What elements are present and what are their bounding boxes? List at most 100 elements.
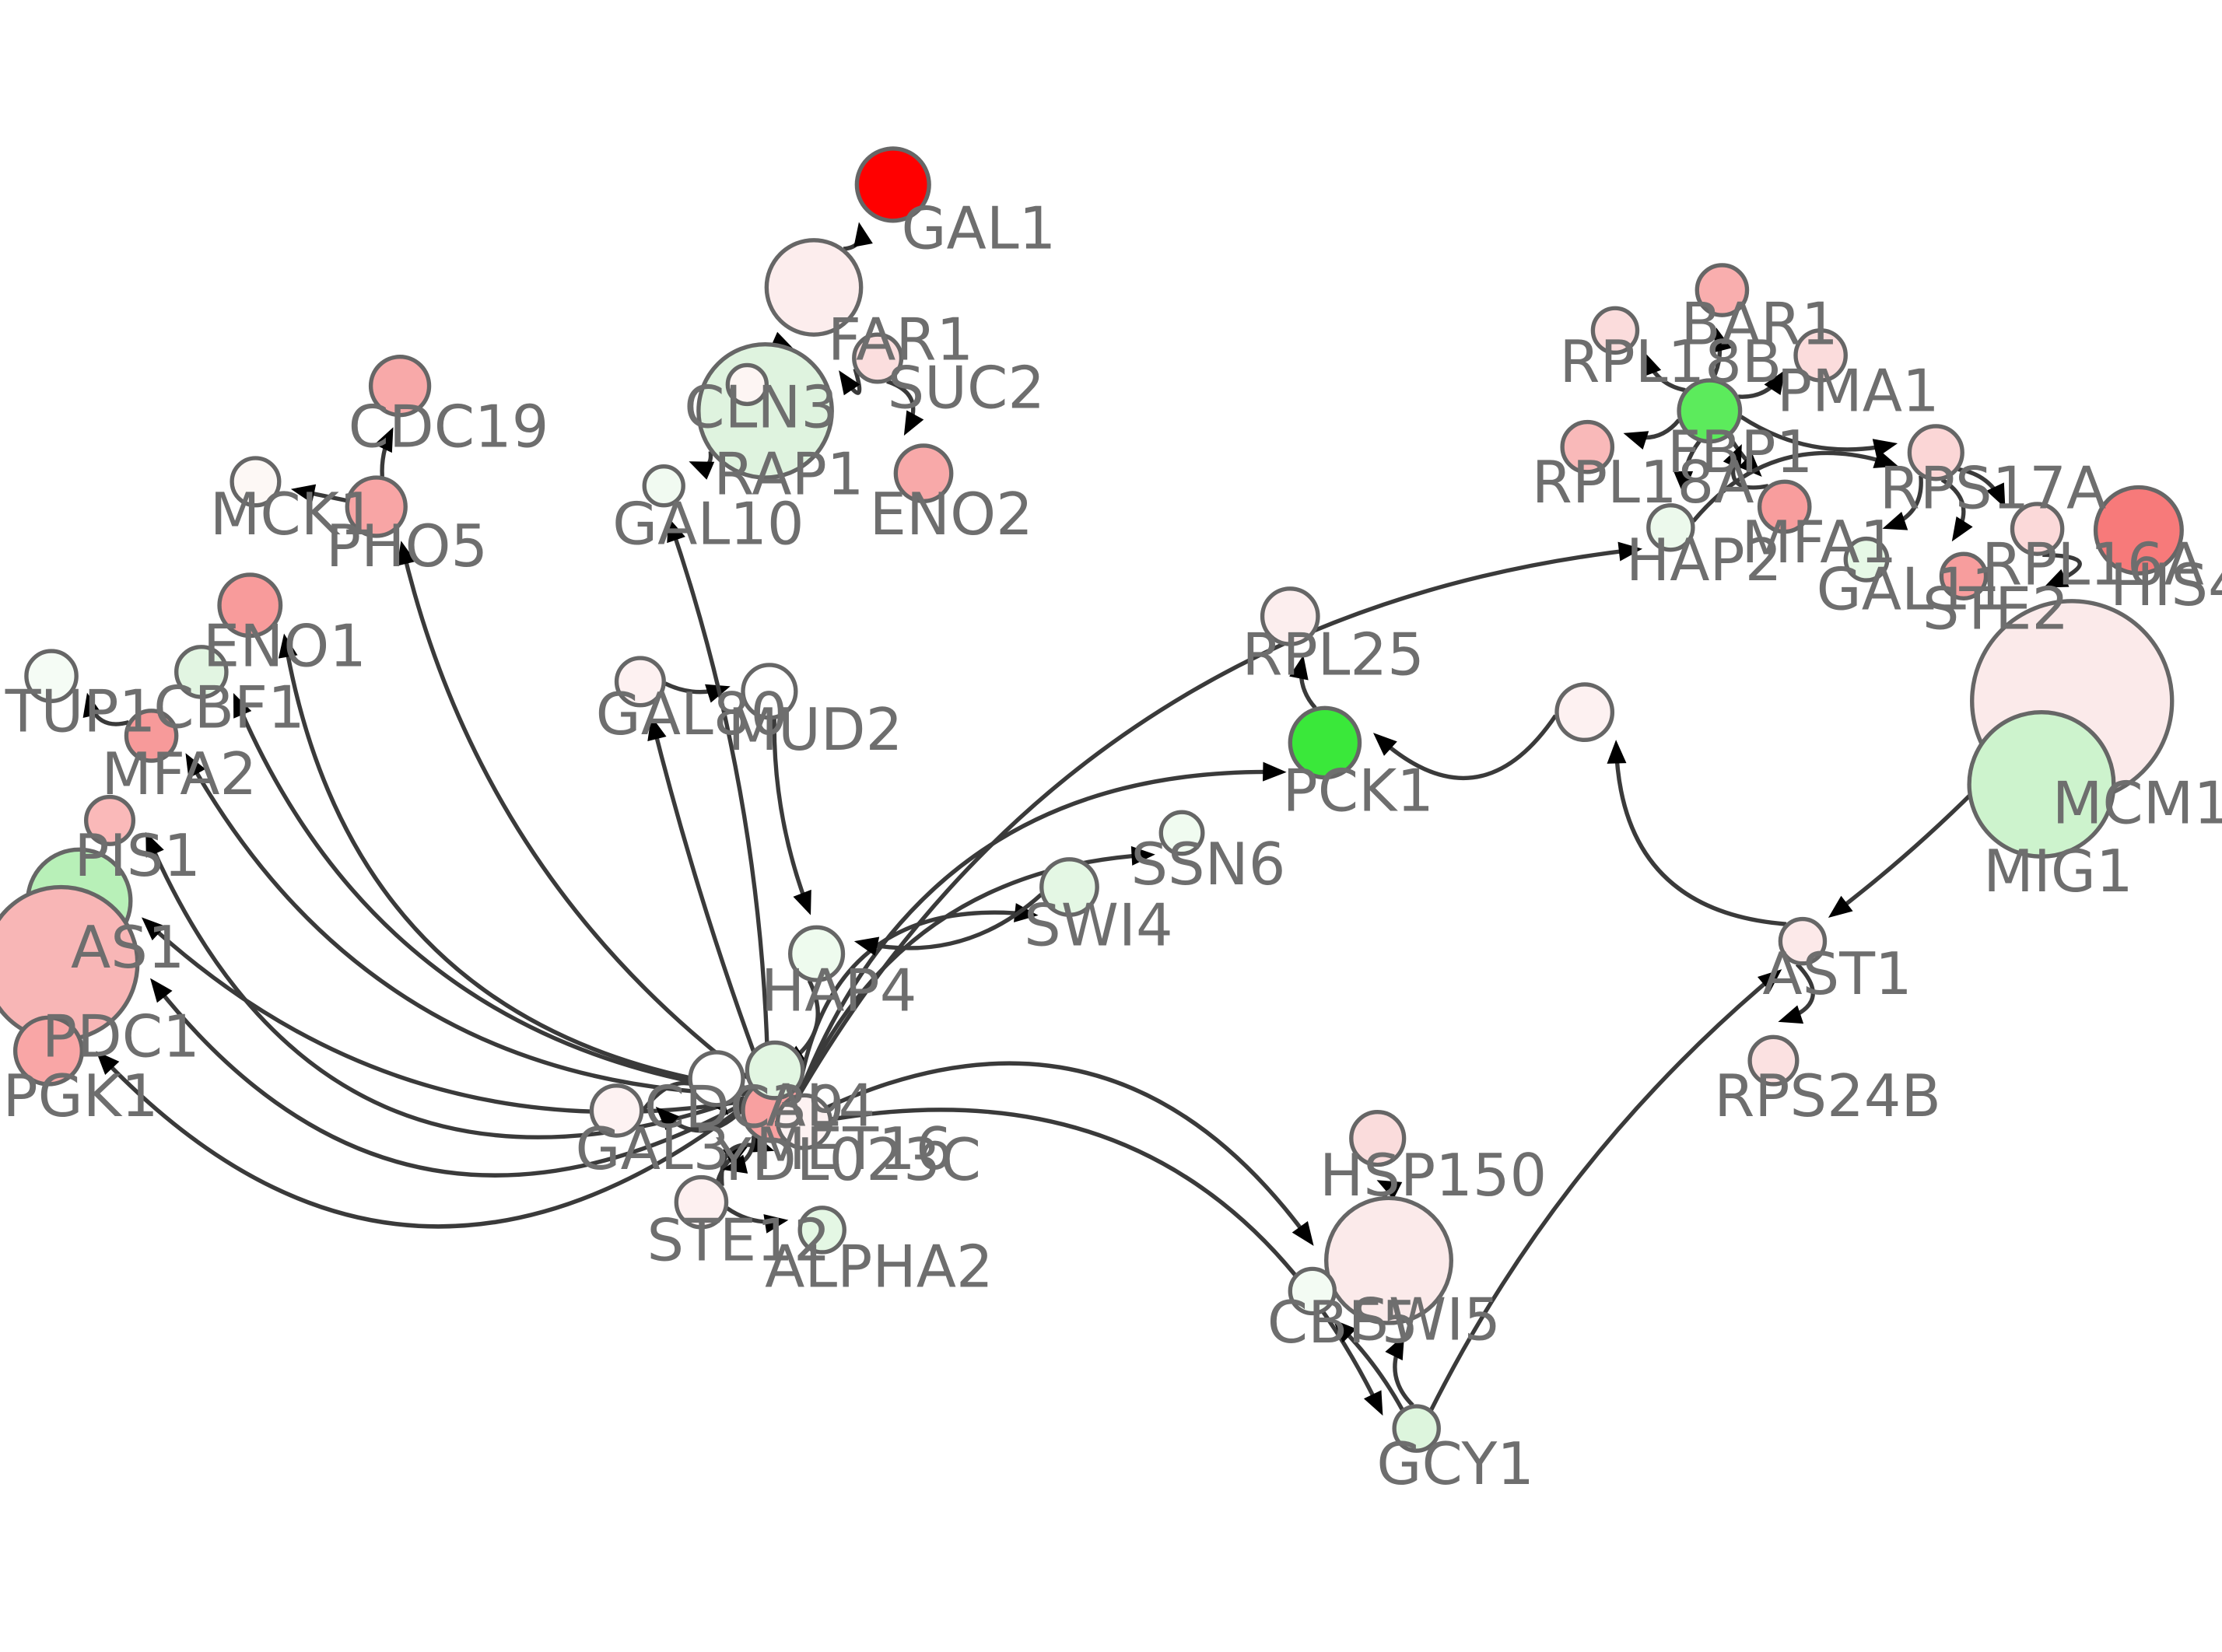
node-label-gal1: GAL1: [901, 194, 1056, 262]
node-label-gal11: GAL11: [1817, 555, 2009, 624]
node-cdc39[interactable]: [688, 1050, 745, 1108]
node-mfa2[interactable]: [124, 709, 179, 763]
node-mck1[interactable]: [230, 456, 282, 508]
node-gal10[interactable]: [642, 464, 685, 508]
node-label-cdc19: CDC19: [349, 393, 549, 461]
node-label-pck1: PCK1: [1283, 756, 1434, 824]
arrowhead-gcy1-to-cbf5: [1332, 1319, 1357, 1343]
edge-mud2-to-hap4: [772, 718, 811, 911]
node-cbf1[interactable]: [174, 645, 229, 699]
node-gal11hub[interactable]: [745, 1040, 805, 1101]
arrowhead-gal4-to-pho5: [397, 541, 416, 566]
node-cdc19[interactable]: [368, 355, 432, 418]
arrowhead-hap2-to-rps17a: [1873, 450, 1899, 468]
arrowhead-suc2-to-eno2: [903, 410, 924, 436]
node-swi4[interactable]: [1039, 857, 1099, 917]
node-ste2[interactable]: [1939, 551, 1989, 600]
node-eno1[interactable]: [217, 572, 283, 639]
arrowhead-gal4-to-cbf1: [233, 692, 252, 719]
arrowhead-gal4-to-eno1: [278, 633, 298, 659]
node-ast1[interactable]: [1778, 916, 1828, 966]
arrowhead-suc2-to-cln3: [839, 370, 860, 396]
node-label-rap1: RAP1: [713, 439, 864, 508]
arrowhead-gal4-to-swi4: [1014, 903, 1039, 922]
edge-gal4-to-pgk1: [98, 1053, 743, 1229]
node-pma1[interactable]: [1793, 328, 1848, 383]
node-rpl18b[interactable]: [1590, 306, 1640, 355]
node-rap1[interactable]: [725, 362, 769, 407]
node-pgk1[interactable]: [12, 1015, 84, 1087]
node-pis1[interactable]: [83, 794, 136, 846]
node-gal3[interactable]: [589, 1083, 644, 1138]
arrowhead-gcy1-to-swi5: [1385, 1335, 1405, 1361]
node-label-swi5: SWI5: [1351, 1285, 1500, 1353]
node-hap2[interactable]: [1646, 503, 1695, 552]
node-mud2[interactable]: [741, 663, 798, 720]
arrowhead-gal4-to-hap2: [1617, 541, 1643, 562]
edge-swi4-to-hap4: [859, 893, 1043, 950]
node-label-gal80: GAL80: [596, 680, 788, 748]
edge-gcy1-to-ast1: [1429, 971, 1779, 1412]
node-ydl023c[interactable]: [775, 1093, 833, 1150]
edge-fbp1-to-rps17a: [1740, 415, 1893, 452]
node-unnamed1[interactable]: [1554, 682, 1615, 743]
edge-gal4-to-pho5: [400, 545, 758, 1086]
node-mfa1[interactable]: [1757, 479, 1812, 534]
node-label-has1: AS1: [71, 913, 185, 982]
node-label-rps17a: RPS17A: [1880, 453, 2107, 522]
node-gal1[interactable]: [854, 146, 931, 223]
arrowhead-ste12-to-alpha2: [763, 1214, 789, 1234]
node-label-mck1: MCK1: [210, 480, 377, 548]
edge-gal4-to-cbf1: [233, 697, 749, 1094]
node-cbf5[interactable]: [1288, 1266, 1337, 1316]
node-swi5[interactable]: [1323, 1195, 1454, 1325]
arrowhead-mfa2-to-tup1: [82, 692, 102, 719]
arrowhead-mfa1-to-fbp1: [1723, 444, 1742, 470]
node-ssn6[interactable]: [1158, 810, 1205, 856]
node-tup1[interactable]: [24, 649, 79, 704]
arrowhead-gal4-to-mfa2: [185, 753, 206, 779]
node-ste12[interactable]: [674, 1174, 729, 1230]
node-label-alpha2: ALPHA2: [765, 1233, 994, 1301]
node-rps24b[interactable]: [1747, 1034, 1800, 1087]
arrowhead-gal4-to-gal80: [647, 716, 667, 742]
node-fbp1[interactable]: [1677, 378, 1743, 444]
edge-gal4-to-gal80: [650, 720, 766, 1081]
node-alpha2[interactable]: [797, 1206, 846, 1255]
node-rpl25[interactable]: [1260, 586, 1320, 646]
edge-ast1-to-unnamed1: [1614, 745, 1787, 926]
arrowhead-pho5-to-mck1: [290, 484, 317, 504]
node-rpl18a[interactable]: [1560, 419, 1615, 474]
arrowhead-pck1-to-rpl25: [1289, 655, 1309, 681]
node-label-gal3: GAL3: [576, 1115, 731, 1183]
node-gal80[interactable]: [614, 656, 666, 708]
node-bar1[interactable]: [1695, 263, 1750, 317]
node-eno2[interactable]: [893, 443, 954, 504]
node-suc2[interactable]: [852, 332, 904, 384]
arrowhead-fbp1-to-rpl18a: [1623, 431, 1649, 450]
arrowhead-cln3-to-gal10: [689, 461, 715, 480]
node-label-ssn6: SSN6: [1130, 830, 1285, 898]
edge-gal4-to-has1: [144, 919, 744, 1115]
node-hsp150[interactable]: [1349, 1110, 1407, 1167]
node-rpl16a[interactable]: [2010, 502, 2065, 556]
arrowhead-gal4-to-swi5: [1291, 1221, 1314, 1246]
node-label-tup1: TUP1: [5, 677, 156, 746]
node-mig1[interactable]: [1967, 709, 2116, 859]
arrowhead-gal4-to-gcy1: [1363, 1390, 1383, 1416]
node-pho5[interactable]: [345, 475, 408, 538]
node-his4[interactable]: [2093, 485, 2184, 576]
node-pck1[interactable]: [1288, 705, 1362, 780]
node-gcy1[interactable]: [1392, 1404, 1441, 1453]
node-label-mig1: MIG1: [1983, 837, 2133, 905]
edge-gal4-to-swi5: [803, 1061, 1313, 1243]
node-rps17a[interactable]: [1907, 424, 1964, 481]
arrowhead-gal4-to-gal10: [667, 517, 685, 544]
node-label-rpl18b: RPL18B: [1559, 327, 1782, 396]
node-label-pho5: PHO5: [326, 512, 488, 580]
node-hap4[interactable]: [787, 925, 846, 982]
node-gal11[interactable]: [1843, 536, 1890, 583]
node-far1[interactable]: [764, 238, 864, 337]
